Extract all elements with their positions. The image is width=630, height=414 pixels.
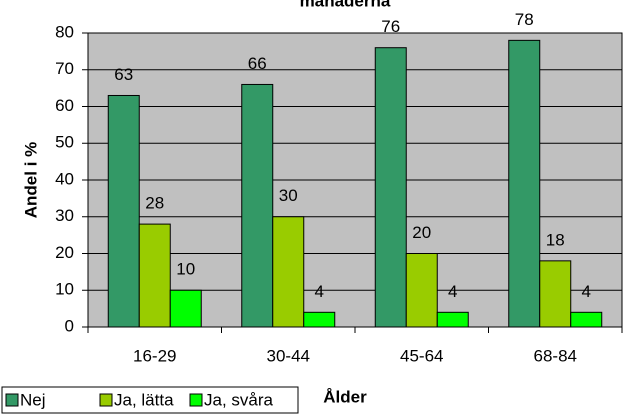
y-tick-label: 0 (65, 316, 74, 335)
chart-title: månaderna (300, 0, 391, 10)
bar (374, 47, 407, 328)
data-label: 30 (279, 186, 298, 205)
x-tick-label: 16-29 (133, 346, 176, 365)
y-axis-label: Andel i % (21, 142, 40, 219)
y-tick-label: 50 (55, 133, 74, 152)
data-label: 66 (248, 54, 267, 73)
x-axis-label: Ålder (323, 387, 367, 406)
legend-swatch (189, 393, 203, 407)
data-label: 4 (448, 282, 457, 301)
data-label: 28 (145, 194, 164, 213)
data-label: 10 (176, 260, 195, 279)
bar (272, 216, 305, 328)
legend-swatch (99, 393, 113, 407)
y-tick-label: 30 (55, 206, 74, 225)
y-tick-label: 80 (55, 22, 74, 41)
bar (241, 83, 274, 328)
bar (539, 260, 572, 328)
data-label: 18 (546, 230, 565, 249)
bar (508, 39, 541, 328)
y-tick-label: 10 (55, 280, 74, 299)
bar (169, 289, 202, 328)
legend-swatch (5, 393, 19, 407)
x-tick-label: 45-64 (400, 346, 443, 365)
legend-label: Ja, svåra (204, 390, 274, 409)
data-label: 78 (515, 10, 534, 29)
data-label: 76 (381, 17, 400, 36)
bar (436, 311, 469, 328)
bar (570, 311, 603, 328)
data-label: 4 (315, 282, 324, 301)
legend-label: Nej (20, 390, 46, 409)
bar (405, 253, 438, 328)
y-tick-label: 40 (55, 169, 74, 188)
y-tick-label: 20 (55, 243, 74, 262)
legend (1, 386, 299, 414)
x-tick-label: 30-44 (267, 346, 310, 365)
data-label: 20 (412, 223, 431, 242)
data-label: 63 (114, 65, 133, 84)
bar (107, 94, 140, 328)
data-label: 4 (582, 282, 591, 301)
bar (303, 311, 336, 328)
bar (138, 223, 171, 328)
legend-label: Ja, lätta (114, 390, 174, 409)
x-tick-label: 68-84 (534, 346, 577, 365)
y-tick-label: 60 (55, 96, 74, 115)
y-tick-label: 70 (55, 59, 74, 78)
